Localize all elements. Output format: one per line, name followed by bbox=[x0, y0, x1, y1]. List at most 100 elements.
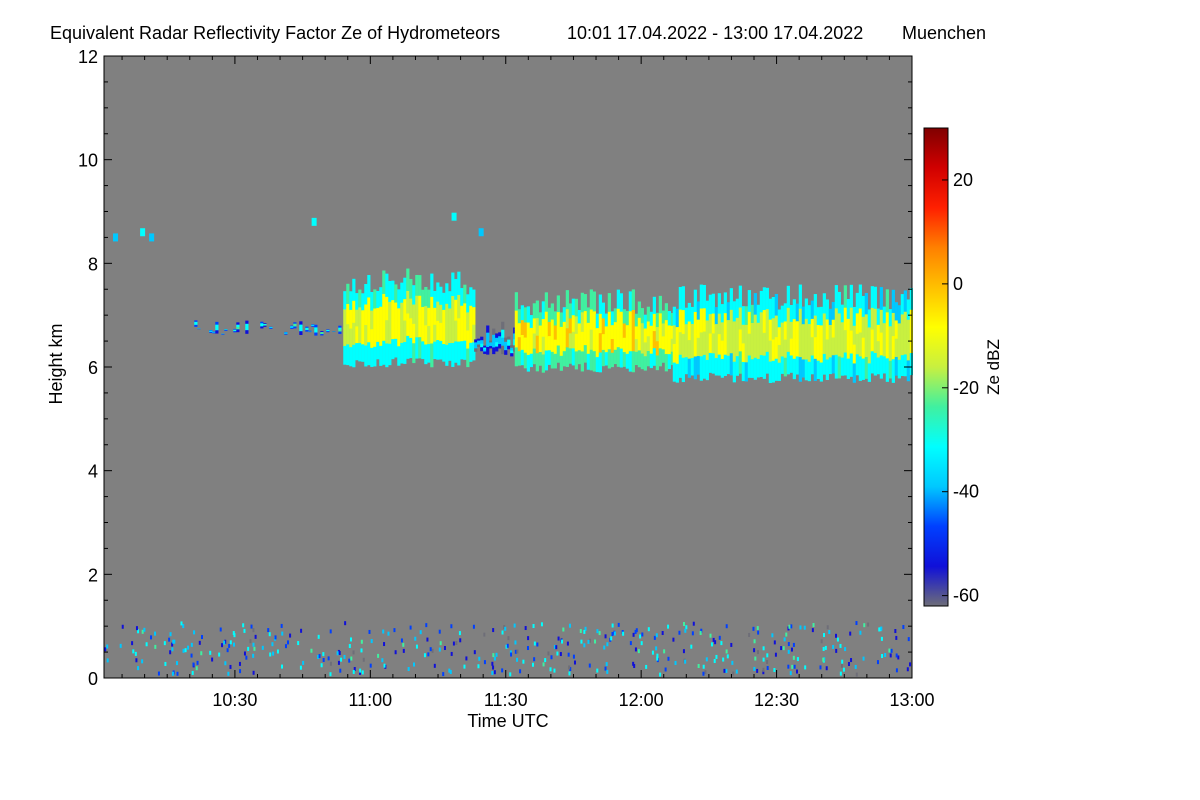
clutter-echo bbox=[762, 670, 765, 675]
clutter-echo bbox=[438, 629, 441, 634]
echo-cell bbox=[544, 331, 548, 352]
echo-cell bbox=[610, 338, 614, 354]
echo-cell bbox=[492, 347, 496, 355]
echo-cell bbox=[693, 356, 697, 380]
echo-cell bbox=[510, 350, 514, 354]
clutter-echo bbox=[645, 664, 648, 669]
clutter-echo bbox=[795, 669, 798, 674]
echo-cell bbox=[885, 312, 889, 336]
x-tick-label: 11:00 bbox=[348, 690, 392, 710]
echo-cell bbox=[858, 356, 862, 381]
echo-cell bbox=[822, 333, 826, 355]
echo-cell bbox=[696, 301, 700, 321]
echo-cell bbox=[843, 330, 847, 354]
echo-cell bbox=[592, 311, 596, 332]
echo-cell bbox=[504, 337, 508, 343]
echo-cell bbox=[780, 305, 784, 324]
echo-cell bbox=[263, 323, 267, 325]
clutter-echo bbox=[854, 664, 857, 669]
clutter-echo bbox=[232, 631, 235, 636]
clutter-echo bbox=[505, 644, 508, 649]
isolated-echo bbox=[149, 233, 155, 242]
echo-cell bbox=[643, 342, 647, 357]
echo-cell bbox=[367, 319, 371, 343]
echo-cell bbox=[720, 304, 724, 323]
clutter-echo bbox=[131, 641, 134, 646]
clutter-echo bbox=[104, 647, 107, 652]
echo-cell bbox=[828, 341, 832, 358]
echo-cell bbox=[714, 324, 718, 342]
clutter-echo bbox=[224, 661, 227, 666]
echo-cell bbox=[412, 343, 416, 364]
echo-cell bbox=[702, 331, 706, 356]
echo-cell bbox=[909, 309, 913, 332]
clutter-echo bbox=[611, 623, 614, 628]
echo-cell bbox=[789, 321, 793, 340]
echo-cell bbox=[661, 349, 665, 363]
echo-cell bbox=[463, 303, 467, 323]
echo-cell bbox=[598, 352, 602, 373]
clutter-echo bbox=[377, 653, 380, 658]
echo-cell bbox=[723, 313, 727, 335]
clutter-echo bbox=[449, 670, 452, 675]
echo-cell bbox=[885, 289, 889, 313]
echo-cell bbox=[556, 345, 560, 363]
echo-cell bbox=[756, 340, 760, 360]
clutter-echo bbox=[787, 642, 790, 647]
echo-cell bbox=[816, 342, 820, 362]
clutter-echo bbox=[280, 623, 283, 628]
echo-cell bbox=[194, 323, 198, 326]
echo-cell bbox=[732, 301, 736, 322]
clutter-echo bbox=[559, 652, 562, 657]
clutter-echo bbox=[343, 654, 346, 659]
clutter-echo bbox=[382, 629, 385, 634]
clutter-echo bbox=[792, 655, 795, 660]
echo-cell bbox=[415, 295, 419, 318]
echo-cell bbox=[388, 280, 392, 303]
echo-cell bbox=[819, 343, 823, 364]
clutter-echo bbox=[895, 653, 898, 658]
echo-cell bbox=[245, 323, 249, 328]
echo-cell bbox=[352, 322, 356, 346]
clutter-echo bbox=[414, 636, 417, 641]
echo-cell bbox=[547, 307, 551, 323]
clutter-echo bbox=[154, 631, 157, 636]
echo-cell bbox=[483, 349, 487, 352]
echo-cell bbox=[565, 347, 569, 367]
echo-cell bbox=[741, 306, 745, 326]
echo-cell bbox=[720, 322, 724, 342]
echo-cell bbox=[867, 327, 871, 346]
echo-cell bbox=[828, 308, 832, 326]
clutter-echo bbox=[478, 656, 481, 661]
echo-cell bbox=[586, 338, 590, 355]
echo-cell bbox=[448, 291, 452, 309]
echo-cell bbox=[652, 331, 656, 349]
echo-cell bbox=[870, 307, 874, 331]
echo-cell bbox=[798, 284, 802, 310]
clutter-echo bbox=[569, 667, 572, 672]
clutter-echo bbox=[150, 635, 153, 640]
echo-cell bbox=[747, 311, 751, 335]
echo-cell bbox=[888, 326, 892, 345]
clutter-echo bbox=[281, 631, 284, 636]
echo-cell bbox=[418, 337, 422, 359]
clutter-echo bbox=[223, 640, 226, 645]
echo-cell bbox=[556, 295, 560, 313]
echo-cell bbox=[352, 278, 356, 302]
clutter-echo bbox=[713, 658, 716, 663]
echo-cell bbox=[451, 272, 455, 297]
echo-cell bbox=[338, 325, 342, 329]
clutter-echo bbox=[850, 658, 853, 663]
echo-cell bbox=[885, 358, 889, 382]
clutter-echo bbox=[531, 662, 534, 667]
echo-cell bbox=[586, 353, 590, 370]
echo-cell bbox=[726, 337, 730, 357]
clutter-echo bbox=[317, 654, 320, 659]
echo-cell bbox=[640, 353, 644, 370]
echo-cell bbox=[433, 324, 437, 343]
echo-cell bbox=[714, 358, 718, 376]
echo-cell bbox=[891, 289, 895, 314]
echo-cell bbox=[885, 335, 889, 359]
echo-cell bbox=[469, 324, 473, 344]
clutter-echo bbox=[387, 631, 390, 636]
